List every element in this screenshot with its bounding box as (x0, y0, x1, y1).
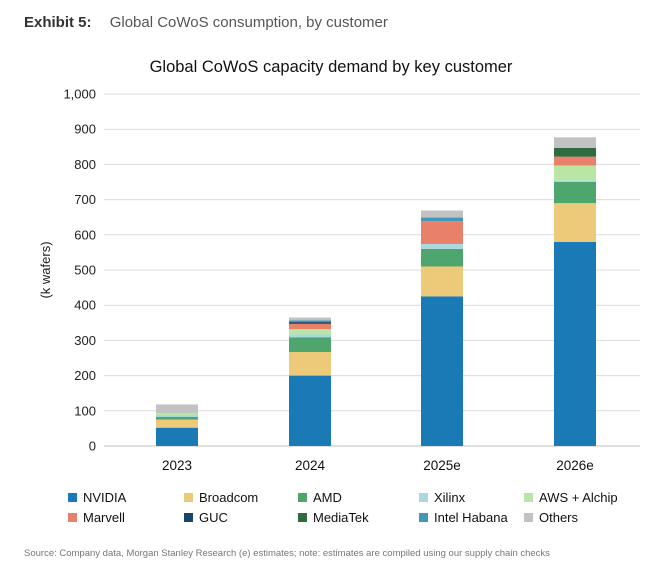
legend-item: Xilinx (419, 490, 465, 505)
bar-segment-nvidia (289, 375, 331, 446)
legend-label: Marvell (83, 510, 125, 525)
exhibit-title: Global CoWoS consumption, by customer (109, 14, 388, 31)
bar-segment-others (421, 210, 463, 218)
bar-segment-nvidia (554, 241, 596, 446)
bar-segment-aws-alchip (289, 329, 331, 335)
bar-segment-amd (554, 182, 596, 204)
x-tick-label: 2023 (162, 458, 192, 473)
legend-item: Others (524, 510, 578, 525)
legend-item: GUC (184, 510, 228, 525)
y-tick-label: 1,000 (63, 87, 96, 102)
legend-swatch (298, 513, 307, 522)
legend-label: Intel Habana (434, 510, 508, 525)
bar-segment-broadcom (421, 266, 463, 297)
bar-segment-marvell (289, 323, 331, 330)
x-tick-label: 2026e (556, 458, 594, 473)
bar-segment-xilinx (554, 180, 596, 182)
bar-segment-others (554, 137, 596, 148)
legend-swatch (419, 513, 428, 522)
bar-segment-aws-alchip (156, 413, 198, 416)
bar-segment-amd (156, 416, 198, 420)
legend-item: Broadcom (184, 490, 258, 505)
bar-segment-marvell (421, 221, 463, 244)
y-tick-label: 700 (74, 192, 96, 207)
legend-item: NVIDIA (68, 490, 126, 505)
y-tick-label: 100 (74, 403, 96, 418)
bar-segment-intel-habana (289, 320, 331, 323)
bar-segment-xilinx (289, 334, 331, 338)
legend-swatch (419, 493, 428, 502)
legend-swatch (524, 513, 533, 522)
legend-label: Others (539, 510, 579, 525)
bar-segment-broadcom (289, 352, 331, 376)
legend-swatch (184, 513, 193, 522)
bar-segment-xilinx (156, 415, 198, 417)
bar-segment-aws-alchip (554, 165, 596, 181)
bar-segment-others (289, 317, 331, 321)
y-tick-label: 600 (74, 227, 96, 242)
legend-swatch (298, 493, 307, 502)
x-tick-label: 2024 (295, 458, 326, 473)
bar-segment-broadcom (156, 419, 198, 428)
y-tick-label: 400 (74, 298, 96, 313)
legend-swatch (68, 493, 77, 502)
y-tick-label: 500 (74, 263, 96, 278)
chart-title: Global CoWoS capacity demand by key cust… (149, 58, 513, 76)
bar-segment-amd (421, 248, 463, 267)
bar-segment-mediatek (554, 147, 596, 157)
legend-label: GUC (199, 510, 228, 525)
legend-label: AWS + Alchip (539, 490, 618, 505)
stacked-bar-chart: 0 100 200 300 400 500 600 700 800 900 1,000 (k wafe… (38, 87, 640, 473)
x-tick-label: 2025e (423, 458, 461, 473)
legend-item: AWS + Alchip (524, 490, 618, 505)
legend-label: MediaTek (313, 510, 369, 525)
bar-segment-amd (289, 337, 331, 353)
legend-label: Broadcom (199, 490, 259, 505)
legend-item: AMD (298, 490, 342, 505)
bar-segment-intel-habana (421, 217, 463, 222)
legend-swatch (68, 513, 77, 522)
legend-item: Marvell (68, 510, 125, 525)
legend-item: Intel Habana (419, 510, 508, 525)
legend-item: MediaTek (298, 510, 369, 525)
bar-segment-xilinx (421, 243, 463, 249)
exhibit-header: Exhibit 5: Global CoWoS consumption, by … (24, 14, 388, 31)
legend-label: AMD (313, 490, 342, 505)
bar-segment-nvidia (156, 427, 198, 446)
legend-label: Xilinx (434, 490, 466, 505)
y-tick-label: 0 (89, 439, 96, 454)
y-tick-label: 900 (74, 122, 96, 137)
bar-segment-marvell (554, 156, 596, 166)
bar-segment-nvidia (421, 296, 463, 446)
exhibit-number: Exhibit 5: (24, 14, 92, 31)
bar-segment-broadcom (554, 203, 596, 242)
legend-swatch (524, 493, 533, 502)
y-tick-label: 300 (74, 333, 96, 348)
y-tick-label: 800 (74, 157, 96, 172)
legend-label: NVIDIA (83, 490, 127, 505)
y-tick-label: 200 (74, 368, 96, 383)
bar-segment-guc (289, 322, 331, 324)
legend-swatch (184, 493, 193, 502)
y-axis-label: (k wafers) (38, 241, 53, 298)
bar-segment-others (156, 404, 198, 414)
source-note: Source: Company data, Morgan Stanley Res… (24, 548, 550, 559)
